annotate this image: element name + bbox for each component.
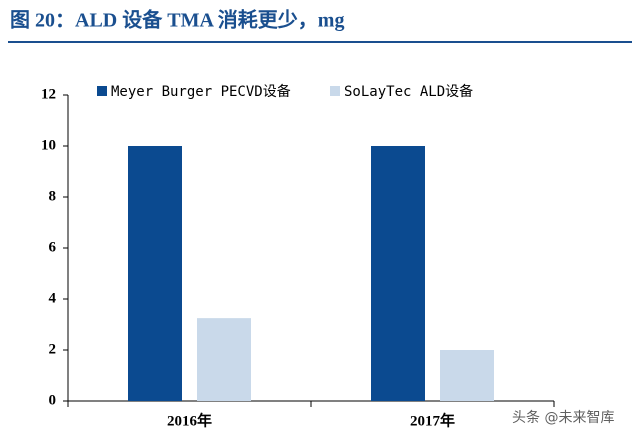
- y-tick-label: 8: [49, 188, 57, 204]
- x-tick-label: 2016年: [167, 411, 212, 429]
- y-tick-label: 4: [49, 290, 57, 306]
- y-tick-label: 2: [49, 341, 57, 357]
- legend-swatch: [330, 86, 340, 96]
- y-tick-label: 6: [49, 239, 57, 255]
- legend-label: Meyer Burger PECVD设备: [111, 83, 291, 100]
- x-tick-label: 2017年: [410, 411, 455, 429]
- watermark: 头条 @未来智库: [512, 409, 614, 426]
- legend-label: SoLayTec ALD设备: [344, 83, 473, 100]
- chart-title: 图 20：ALD 设备 TMA 消耗更少，mg: [10, 8, 344, 32]
- y-tick-label: 0: [49, 392, 57, 408]
- y-tick-label: 10: [41, 137, 56, 153]
- bar: [128, 146, 182, 401]
- y-tick-label: 12: [41, 86, 56, 102]
- bar: [371, 146, 425, 401]
- bar: [197, 318, 251, 401]
- legend-swatch: [97, 86, 107, 96]
- bar: [440, 350, 494, 401]
